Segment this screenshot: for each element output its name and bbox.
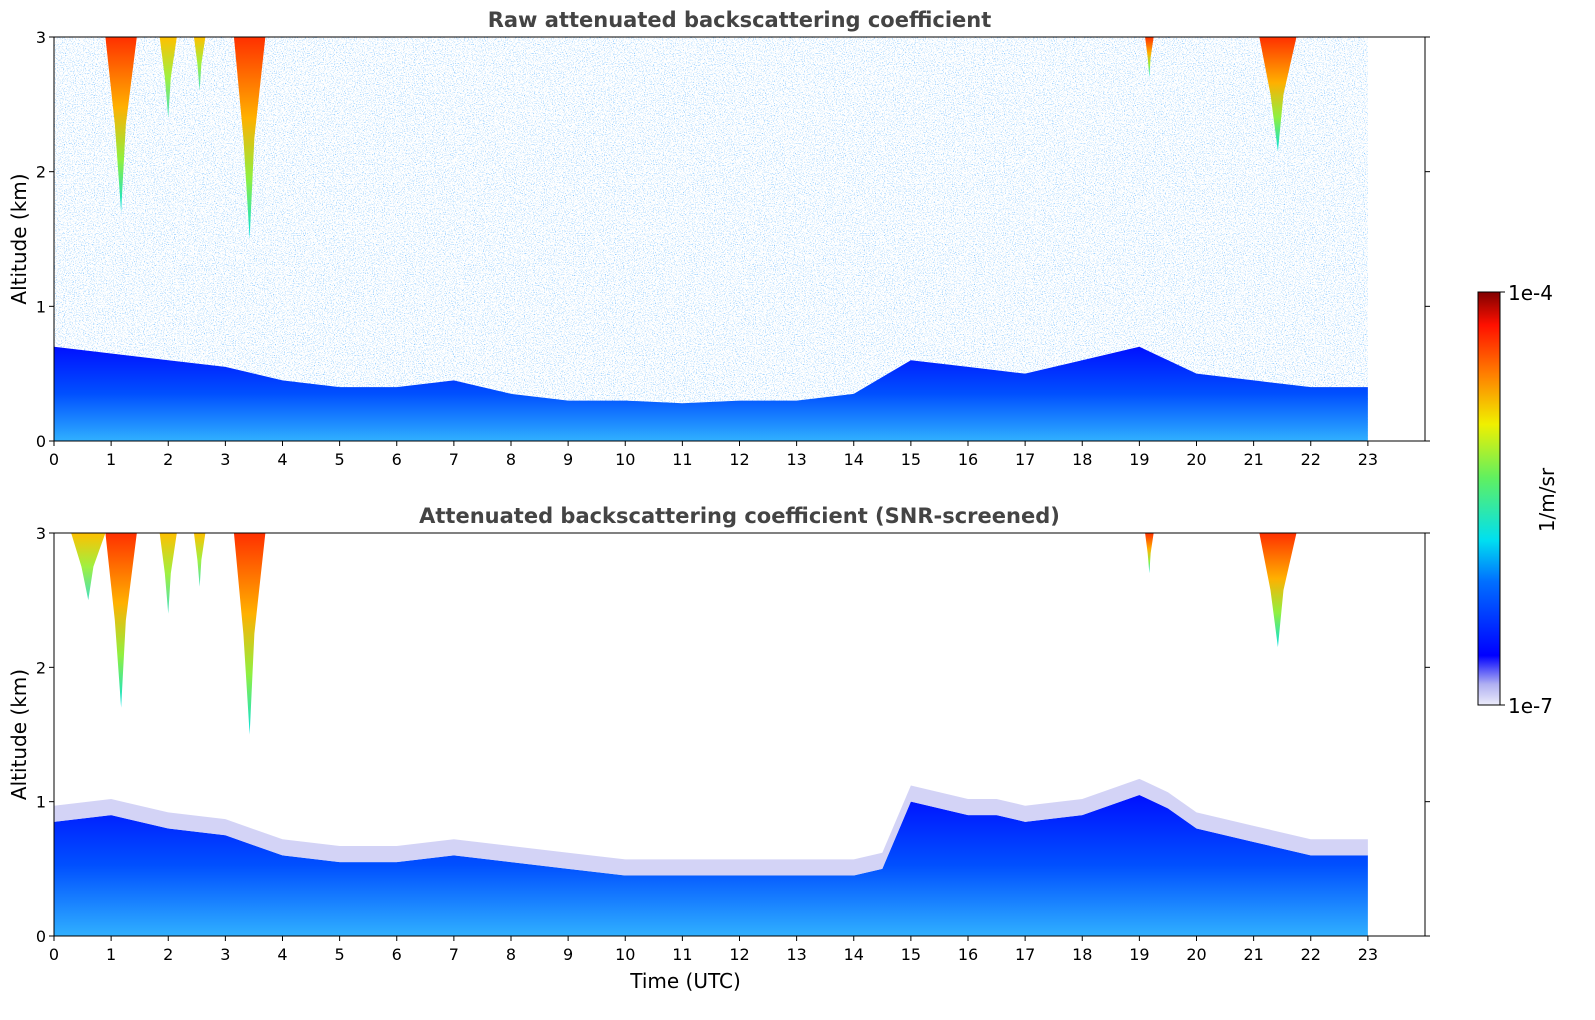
x-tick-label: 23 [1358,450,1378,469]
x-tick-label: 17 [1015,450,1035,469]
heatmap-area [54,533,1368,936]
x-tick-label: 2 [163,450,173,469]
colorbar-min-label: 1e-7 [1508,694,1553,718]
x-tick-label: 19 [1129,450,1149,469]
x-tick-label: 6 [392,450,402,469]
x-tick-label: 0 [49,945,59,964]
x-tick-label: 20 [1186,450,1206,469]
x-tick-label: 8 [506,450,516,469]
x-tick-label: 6 [392,945,402,964]
raw-backscatter-panel: 0 1 2 3 4 5 6 7 8 9 10 11 12 13 14 15 16 17 18 19 20 21 22 2301… [7,8,1430,469]
x-tick-label: 21 [1243,450,1263,469]
y-tick-label: 0 [36,927,46,946]
cloud-feature [1259,533,1297,648]
cloud-feature [159,533,177,614]
screened-backscatter-panel: 0 1 2 3 4 5 6 7 8 9 10 11 12 13 14 15 16 17 18 19 20 21 22 2301… [7,504,1430,993]
x-tick-label: 18 [1072,450,1092,469]
x-tick-label: 2 [163,945,173,964]
colorbar: 1e-4 1e-7 1/m/sr [1477,281,1559,718]
y-tick-label: 0 [36,432,46,451]
x-tick-label: 7 [449,450,459,469]
x-tick-label: 10 [615,450,635,469]
haze-layer [54,778,1368,876]
y-tick-label: 3 [36,524,46,543]
cloud-feature [193,533,206,587]
x-tick-label: 5 [335,450,345,469]
x-tick-label: 8 [506,945,516,964]
y-tick-label: 3 [36,28,46,47]
y-tick-label: 2 [36,163,46,182]
x-tick-label: 0 [49,450,59,469]
x-tick-label: 1 [106,450,116,469]
x-tick-label: 22 [1301,450,1321,469]
cloud-feature [1145,533,1154,574]
x-tick-label: 13 [786,945,806,964]
x-tick-label: 14 [844,450,864,469]
x-tick-label: 18 [1072,945,1092,964]
x-tick-label: 14 [844,945,864,964]
cloud-feature [1145,37,1154,78]
panel-title: Attenuated backscattering coefficient (S… [419,504,1060,528]
x-tick-label: 7 [449,945,459,964]
x-axis-label: Time (UTC) [629,969,741,993]
colorbar-unit-label: 1/m/sr [1535,467,1559,532]
x-tick-label: 3 [220,945,230,964]
x-tick-label: 3 [220,450,230,469]
x-tick-label: 20 [1186,945,1206,964]
x-tick-label: 13 [786,450,806,469]
cloud-feature [105,533,137,708]
y-axis-label: Altitude (km) [7,669,31,800]
colorbar-max-label: 1e-4 [1508,281,1553,305]
x-tick-label: 17 [1015,945,1035,964]
y-tick-label: 1 [36,793,46,812]
panel-title: Raw attenuated backscattering coefficien… [488,8,992,32]
y-axis-label: Altitude (km) [7,173,31,304]
cloud-feature [193,37,206,91]
x-tick-label: 22 [1301,945,1321,964]
boundary-layer [54,346,1368,441]
boundary-layer [54,794,1368,936]
x-tick-label: 23 [1358,945,1378,964]
cloud-feature [233,37,266,239]
x-tick-label: 11 [672,945,692,964]
colorbar-scale [1477,291,1501,706]
x-tick-label: 15 [901,945,921,964]
cloud-feature [105,37,137,213]
x-tick-label: 11 [672,450,692,469]
x-tick-label: 5 [335,945,345,964]
x-tick-label: 4 [277,450,287,469]
x-tick-label: 4 [277,945,287,964]
x-tick-label: 19 [1129,945,1149,964]
x-tick-label: 10 [615,945,635,964]
x-tick-label: 9 [563,945,573,964]
heatmap-area [54,37,1368,441]
x-tick-label: 15 [901,450,921,469]
cloud-feature [1259,37,1297,152]
x-tick-label: 9 [563,450,573,469]
y-tick-label: 1 [36,297,46,316]
cloud-feature [233,533,266,735]
x-tick-label: 21 [1243,945,1263,964]
cloud-feature [71,533,106,601]
x-tick-label: 12 [729,450,749,469]
x-tick-label: 16 [958,945,978,964]
cloud-feature [159,37,177,118]
x-tick-label: 1 [106,945,116,964]
x-tick-label: 12 [729,945,749,964]
y-tick-label: 2 [36,658,46,677]
x-tick-label: 16 [958,450,978,469]
